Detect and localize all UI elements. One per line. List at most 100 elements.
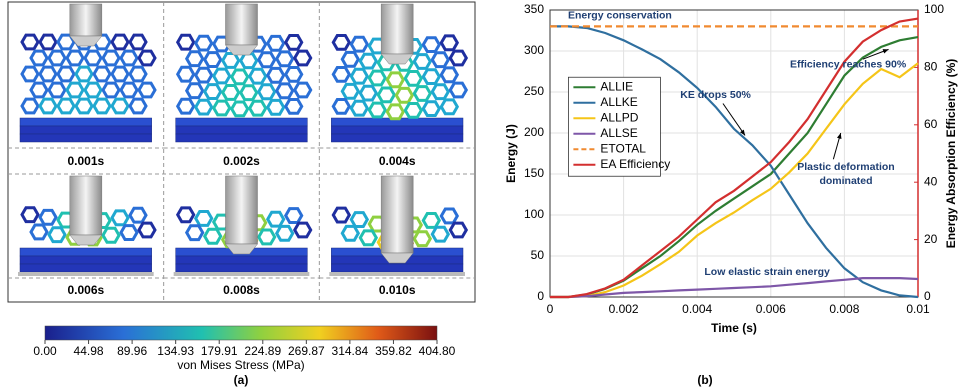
- lattice-cell: [22, 99, 38, 113]
- lattice-cell: [432, 227, 448, 241]
- legend-label: EA Efficiency: [600, 157, 670, 171]
- lattice-cell: [178, 208, 194, 222]
- lattice-cell: [223, 86, 239, 100]
- lattice-cell: [423, 38, 439, 52]
- annotation: KE drops 50%: [680, 89, 751, 101]
- base-layer: [331, 126, 463, 134]
- lattice-cell: [342, 52, 358, 66]
- y2-tick-label: 20: [924, 232, 938, 246]
- indenter: [381, 176, 413, 253]
- y-tick-label: 100: [524, 207, 544, 221]
- lattice-cell: [405, 72, 421, 86]
- time-label: 0.008s: [223, 283, 260, 297]
- lattice-cell: [414, 87, 430, 101]
- snapshot: 0.010s: [329, 176, 466, 297]
- lattice-cell: [333, 100, 349, 114]
- lattice-cell: [94, 99, 110, 113]
- base-layer: [176, 126, 308, 134]
- y-tick-label: 50: [531, 248, 545, 262]
- lattice-cell: [67, 51, 83, 65]
- lattice-cell: [342, 84, 358, 98]
- lattice-cell: [414, 232, 430, 246]
- lattice-cell: [277, 226, 293, 240]
- plate: [18, 272, 154, 276]
- annotation: Energy conservation: [568, 10, 672, 22]
- lattice-cell: [360, 231, 376, 245]
- base-layer: [176, 256, 308, 264]
- annotation: Plastic deformation dominated: [796, 160, 896, 188]
- lattice-cell: [414, 55, 430, 69]
- snapshot: 0.001s: [20, 4, 155, 168]
- lattice-cell: [250, 101, 266, 115]
- lattice-cell: [112, 211, 128, 225]
- lattice-cell: [369, 103, 385, 117]
- lattice-cell: [268, 100, 284, 114]
- lattice-cell: [178, 67, 194, 81]
- x-tick-label: 0: [547, 302, 554, 316]
- lattice-cell: [196, 36, 212, 50]
- x-tick-label: 0.002: [609, 302, 639, 316]
- indenter: [381, 4, 413, 54]
- lattice-cell: [423, 214, 439, 228]
- lattice-cell: [112, 35, 128, 49]
- indenter: [226, 176, 258, 244]
- lattice-cell: [85, 51, 101, 65]
- colorbar-tick-label: 0.00: [33, 344, 57, 358]
- lattice-cell: [295, 83, 311, 97]
- colorbar-tick-label: 314.84: [332, 344, 369, 358]
- lattice-cell: [85, 83, 101, 97]
- base-layer: [20, 134, 152, 142]
- y-tick-label: 150: [524, 166, 544, 180]
- time-label: 0.006s: [67, 283, 104, 297]
- figure: 0.001s0.002s0.004s0.006s0.008s0.010s0.00…: [0, 0, 961, 388]
- y-tick-label: 200: [524, 125, 544, 139]
- y2-tick-label: 60: [924, 117, 938, 131]
- lattice-cell: [49, 83, 65, 97]
- lattice-cell: [40, 67, 56, 81]
- lattice-cell: [259, 230, 275, 244]
- lattice-cell: [268, 36, 284, 50]
- x-tick-label: 0.004: [682, 302, 712, 316]
- legend-label: ALLPD: [600, 110, 638, 124]
- lattice-cell: [241, 54, 257, 68]
- lattice-cell: [441, 36, 457, 50]
- lattice-cell: [387, 105, 403, 119]
- lattice-cell: [22, 67, 38, 81]
- time-label: 0.004s: [379, 154, 416, 168]
- lattice-cell: [139, 83, 155, 97]
- y-tick-label: 300: [524, 43, 544, 57]
- lattice-cell: [423, 102, 439, 116]
- lattice-cell: [130, 99, 146, 113]
- lattice-cell: [121, 51, 137, 65]
- lattice-cell: [130, 208, 146, 222]
- lattice-cell: [31, 51, 47, 65]
- lattice-cell: [187, 84, 203, 98]
- lattice-cell: [67, 83, 83, 97]
- lattice-cell: [196, 212, 212, 226]
- lattice-cell: [103, 83, 119, 97]
- lattice-cell: [259, 53, 275, 67]
- colorbar-tick-label: 269.87: [288, 344, 325, 358]
- base-layer: [20, 126, 152, 134]
- plate: [174, 272, 310, 276]
- annotation: Efficiency reaches 90%: [790, 59, 907, 71]
- colorbar-label: von Mises Stress (MPa): [177, 358, 304, 372]
- colorbar-tick-label: 359.82: [375, 344, 412, 358]
- lattice-cell: [139, 51, 155, 65]
- lattice-cell: [130, 35, 146, 49]
- lattice-cell: [214, 69, 230, 83]
- lattice-cell: [250, 69, 266, 83]
- lattice-cell: [441, 100, 457, 114]
- base-layer: [20, 256, 152, 264]
- lattice-cell: [277, 52, 293, 66]
- legend-label: ALLIE: [600, 79, 633, 93]
- lattice-cell: [286, 36, 302, 50]
- colorbar-tick-label: 44.98: [74, 344, 104, 358]
- y2-axis-label: Energy Absorption Efficiency (%): [944, 59, 958, 249]
- lattice-cell: [196, 100, 212, 114]
- lattice-cell: [196, 68, 212, 82]
- lattice-cell: [31, 83, 47, 97]
- lattice-cell: [360, 54, 376, 68]
- arrow-head: [837, 133, 841, 139]
- lattice-cell: [450, 223, 466, 237]
